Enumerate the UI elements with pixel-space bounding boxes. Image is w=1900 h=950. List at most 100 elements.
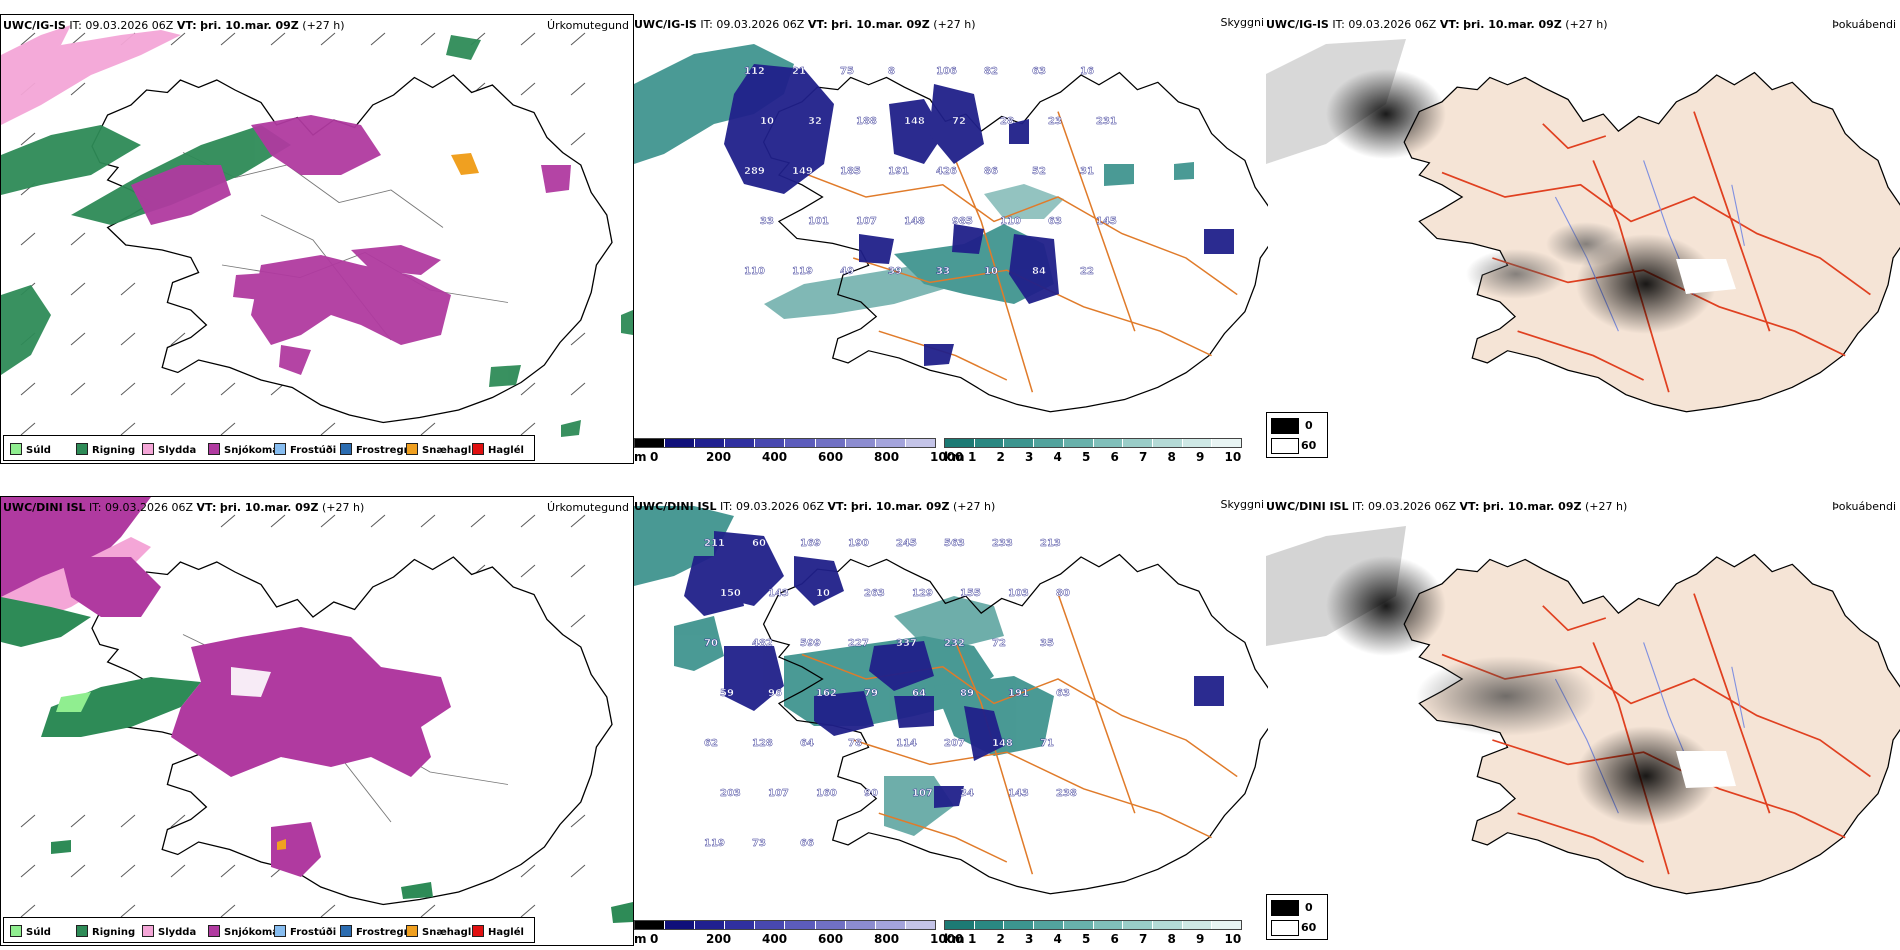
visibility-tick: 4	[1053, 932, 1062, 946]
cloud-base-label: 107	[768, 788, 789, 799]
panel-header: UWC/IG-IS IT: 09.03.2026 06Z VT: þri. 10…	[3, 19, 345, 32]
cloud-base-unit: m	[634, 450, 647, 464]
colorbar-segment	[875, 921, 906, 929]
colorbar-segment	[665, 439, 696, 447]
colorbar-segment	[725, 439, 756, 447]
legend-label: Snæhagl	[422, 927, 472, 938]
legend-label: Frostregn	[356, 927, 411, 938]
visibility-tick: 8	[1167, 450, 1176, 464]
cloud-base-tick: 600	[818, 450, 844, 464]
colorbar-segment	[1063, 921, 1094, 929]
legend-swatch	[274, 443, 286, 455]
visibility-tick: 9	[1196, 932, 1205, 946]
panel-title-visibility: Skyggni	[1220, 16, 1264, 29]
visibility-tick: 2	[996, 450, 1005, 464]
cloud-base-label: 143	[768, 588, 789, 599]
legend-item-haglél: Haglél	[472, 443, 524, 456]
cloud-base-label: 119	[792, 266, 813, 277]
cloud-base-label: 128	[752, 738, 773, 749]
legend-swatch	[340, 443, 352, 455]
it-value: 09.03.2026 06Z	[1368, 500, 1457, 513]
colorbar-segment	[1182, 921, 1213, 929]
colorbar-segment	[875, 439, 906, 447]
colorbar-segment	[815, 439, 846, 447]
colorbar-segment	[974, 439, 1005, 447]
visibility-colorbar	[944, 920, 1242, 930]
cloud-base-label: 64	[912, 688, 926, 699]
colorbar-segment	[1182, 439, 1213, 447]
cloud-base-label: 337	[896, 638, 917, 649]
legend-swatch	[142, 925, 154, 937]
precip-type-panel-row1: UWC/IG-IS IT: 09.03.2026 06Z VT: þri. 10…	[0, 14, 634, 464]
cloud-base-label: 35	[1040, 638, 1054, 649]
cloud-base-label: 8	[888, 66, 895, 77]
fog-index-map	[1266, 39, 1900, 413]
model-name: UWC/DINI ISL	[634, 500, 717, 513]
visibility-tick: 5	[1082, 450, 1091, 464]
visibility-tick: 6	[1110, 932, 1119, 946]
visibility-tick: 7	[1139, 450, 1148, 464]
cloud-base-label: 107	[912, 788, 933, 799]
cloud-base-label: 78	[848, 738, 862, 749]
panel-header: UWC/IG-IS IT: 09.03.2026 06Z VT: þri. 10…	[1266, 18, 1608, 31]
cloud-base-label: 110	[1000, 216, 1021, 227]
it-label: IT:	[700, 18, 713, 31]
legend-item-slydda: Slydda	[142, 443, 196, 456]
precip-type-map	[1, 25, 633, 437]
colorbar-segment	[945, 921, 975, 929]
it-value: 09.03.2026 06Z	[105, 501, 194, 514]
cloud-visibility-map: 112 21 75 8 106 82 63 16 10 32 188 148 72 28 23 231 289 1…	[634, 44, 1268, 413]
vt-value: þri. 10.mar. 09Z	[831, 18, 930, 31]
cloud-base-tick: 1000	[930, 932, 964, 946]
cloud-base-label: 22	[1080, 266, 1094, 277]
legend-label: Snæhagl	[422, 445, 472, 456]
lead-time: (+27 h)	[321, 501, 365, 514]
legend-swatch	[142, 443, 154, 455]
colorbar-segment	[695, 439, 726, 447]
it-value: 09.03.2026 06Z	[736, 500, 825, 513]
cloud-base-label: 10	[816, 588, 830, 599]
cloud-base-colorbar	[634, 920, 936, 930]
colorbar-segment	[665, 921, 696, 929]
cloud-base-colorbar	[634, 438, 936, 448]
cloud-base-label: 289	[744, 166, 765, 177]
fog-swatch-60	[1271, 920, 1299, 936]
cloud-base-label: 599	[800, 638, 821, 649]
visibility-unit: km	[944, 450, 965, 464]
cloud-base-label: 66	[800, 838, 814, 849]
it-label: IT:	[1352, 500, 1365, 513]
cloud-base-unit: m	[634, 932, 647, 946]
legend-swatch	[76, 443, 88, 455]
legend-item-snæhagl: Snæhagl	[406, 443, 471, 456]
legend-swatch	[76, 925, 88, 937]
cloud-base-label: 71	[1040, 738, 1054, 749]
cloud-base-label: 162	[816, 688, 837, 699]
panel-header: UWC/DINI ISL IT: 09.03.2026 06Z VT: þri.…	[3, 501, 364, 514]
legend-item-frostregn: Frostregn	[340, 443, 411, 456]
model-name: UWC/IG-IS	[3, 19, 66, 32]
legend-label: Súld	[26, 445, 51, 456]
colorbar-segment	[695, 921, 726, 929]
cloud-base-tick: 0	[650, 450, 659, 464]
cloud-base-label: 72	[952, 116, 966, 127]
cloud-base-label: 190	[848, 538, 869, 549]
panel-header: UWC/IG-IS IT: 09.03.2026 06Z VT: þri. 10…	[634, 18, 976, 31]
cloud-base-label: 60	[752, 538, 766, 549]
fog-label-0: 0	[1305, 419, 1313, 432]
cloud-base-label: 84	[1032, 266, 1046, 277]
cloud-base-label: 227	[848, 638, 869, 649]
colorbar-segment	[785, 921, 816, 929]
visibility-tick: 4	[1053, 450, 1062, 464]
cloud-base-label: 52	[1032, 166, 1046, 177]
cloud-base-label: 31	[1080, 166, 1094, 177]
cloud-base-label: 231	[1096, 116, 1117, 127]
cloud-base-label: 33	[936, 266, 950, 277]
cloud-base-label: 82	[984, 66, 998, 77]
cloud-base-tick: 400	[762, 450, 788, 464]
cloud-base-label: 23	[1048, 116, 1062, 127]
cloud-base-label: 129	[912, 588, 933, 599]
cloud-base-label: 75	[840, 66, 854, 77]
legend-swatch	[406, 443, 418, 455]
colorbar-segment	[1004, 921, 1035, 929]
colorbar-segment	[1212, 921, 1242, 929]
